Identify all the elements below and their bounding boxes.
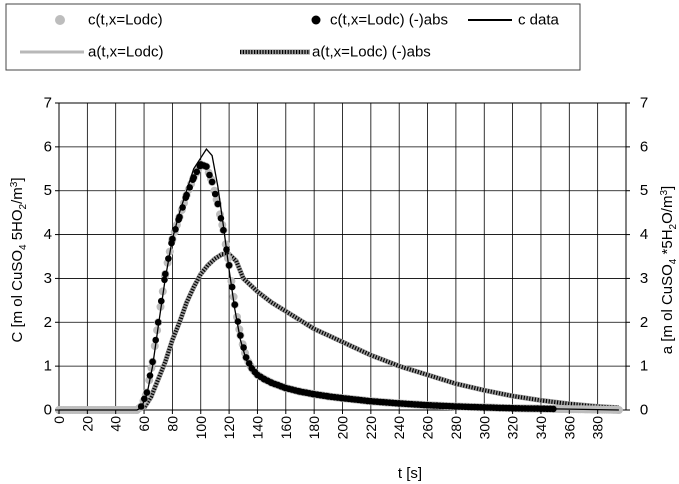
- y-axis-label-right: a [m ol CuSO4 *5H2O/m3]: [659, 186, 679, 354]
- series-c-gray-dot: [235, 325, 244, 334]
- x-tick-label: 300: [476, 416, 492, 440]
- y-axis-label-left: C [m ol CuSO4 5HO2/m3]: [9, 177, 29, 342]
- y-tick-label-left: 6: [44, 138, 52, 155]
- x-tick-label: 140: [249, 416, 265, 440]
- y-tick-label-right: 0: [640, 402, 648, 419]
- ylabel-left-2: 5HO: [9, 209, 26, 244]
- x-tick-label: 220: [363, 416, 379, 440]
- ylabel-left-0: C [m ol CuSO: [9, 250, 26, 343]
- legend-label: a(t,x=Lodc) (-)abs: [312, 44, 431, 61]
- series-c-abs-black-dot: [203, 163, 210, 170]
- y-tick-label-left: 3: [44, 270, 52, 287]
- y-tick-label-right: 4: [640, 226, 648, 243]
- series-c-abs-black-dot: [211, 190, 219, 198]
- series-c-abs-black-dot: [158, 297, 165, 305]
- legend-label: a(t,x=Lodc): [88, 44, 163, 61]
- legend-label: c(t,x=Lodc): [88, 12, 163, 29]
- y-tick-label-right: 7: [640, 95, 648, 112]
- y-tick-label-left: 5: [44, 182, 52, 199]
- ylabel-left-6: ]: [9, 177, 26, 181]
- y-tick-label-left: 4: [44, 226, 52, 243]
- ylabel-right-2: *5H: [659, 229, 676, 258]
- series-c-abs-black-dot: [193, 168, 201, 176]
- y-tick-label-right: 2: [640, 314, 648, 331]
- y-tick-label-left: 1: [44, 358, 52, 375]
- ylabel-right-5: 3: [659, 190, 670, 196]
- x-tick-label: 200: [335, 416, 351, 440]
- legend-marker-black-dot: [311, 15, 321, 25]
- x-tick-label: 160: [278, 416, 294, 440]
- legend: c(t,x=Lodc) c(t,x=Lodc) (-)abs c data a(t,x…: [5, 3, 581, 71]
- series-c-data-line: [59, 148, 619, 411]
- x-tick-label: 240: [391, 416, 407, 440]
- x-tick-label: 260: [420, 416, 436, 440]
- ylabel-left-5: 3: [9, 181, 20, 187]
- x-tick-label: 80: [164, 416, 180, 432]
- ylabel-right-0: a [m ol CuSO: [659, 264, 676, 354]
- x-tick-label: 60: [136, 416, 152, 432]
- ylabel-right-4: O/m: [659, 196, 676, 224]
- y-tick-label-right: 1: [640, 358, 648, 375]
- y-tick-label-right: 6: [640, 138, 648, 155]
- x-tick-label: 100: [193, 416, 209, 440]
- series-c-gray-dot: [150, 342, 159, 350]
- x-tick-label: 320: [505, 416, 521, 440]
- x-tick-label: 380: [590, 416, 606, 440]
- x-axis-label: t [s]: [398, 465, 422, 482]
- series-c-gray-dot: [147, 363, 156, 372]
- x-tick-label: 0: [51, 416, 67, 424]
- legend-box: [5, 3, 581, 71]
- x-tick-label: 120: [221, 416, 237, 440]
- x-tick-label: 180: [306, 416, 322, 440]
- ylabel-left-3: 2: [18, 203, 29, 209]
- y-tick-label-right: 3: [640, 270, 648, 287]
- legend-label: c(t,x=Lodc) (-)abs: [330, 12, 448, 29]
- y-tick-label-left: 0: [44, 402, 52, 419]
- ylabel-left-4: /m: [9, 187, 26, 204]
- plot-area: 0 20 40 60 80 100 120 140 160 180 200 220 240 260 280 3…: [44, 95, 649, 440]
- y-tick-label-left: 2: [44, 314, 52, 331]
- ylabel-left-1: 4: [18, 244, 29, 250]
- y-tick-label-left: 7: [44, 95, 52, 112]
- series-c-abs-black-dot: [208, 178, 216, 186]
- series-c-abs-black-dot: [206, 171, 213, 179]
- x-tick-label: 360: [561, 416, 577, 440]
- x-tick-label: 40: [108, 416, 124, 432]
- series-a-abs-hatched-line: [59, 252, 620, 412]
- x-tick-label: 280: [448, 416, 464, 440]
- ylabel-right-3: 2: [668, 223, 679, 229]
- ylabel-right-6: ]: [659, 186, 676, 190]
- y-tick-label-right: 5: [640, 182, 648, 199]
- ylabel-right-1: 4: [668, 258, 679, 264]
- legend-marker-gray-dot: [55, 15, 65, 25]
- x-tick-label: 340: [533, 416, 549, 440]
- x-tick-label: 20: [79, 416, 95, 432]
- legend-label: c data: [518, 12, 560, 29]
